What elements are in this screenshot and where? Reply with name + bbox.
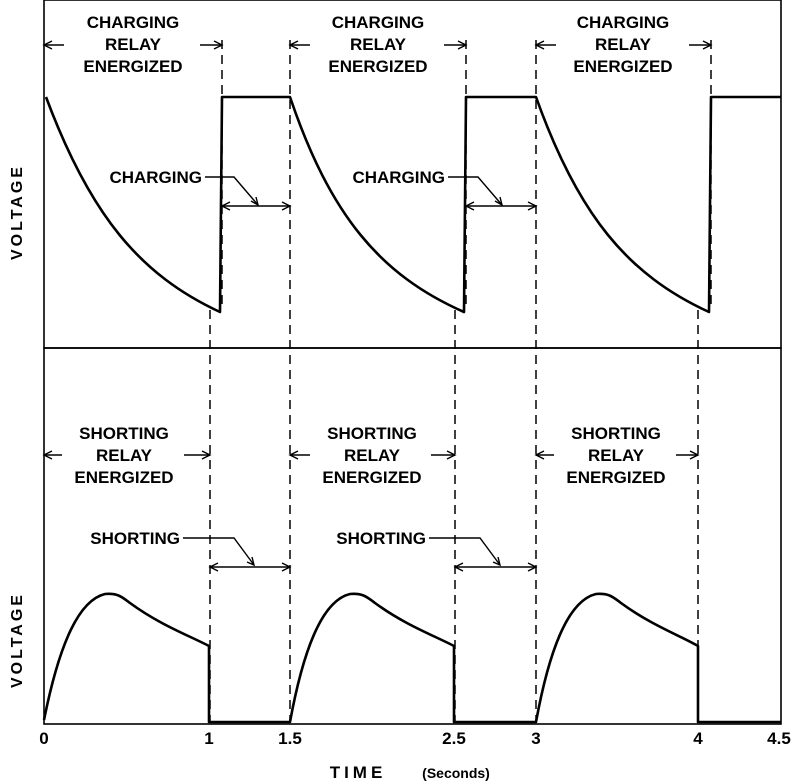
dashed-guide-lines (209, 40, 712, 722)
x-tick-2: 1.5 (278, 729, 302, 748)
charging-relay-label-3-line3: ENERGIZED (573, 57, 672, 76)
shorting-relay-label-1-line2: RELAY (96, 446, 153, 465)
bottom-panel-frame (43, 347, 782, 725)
x-axis-title: TIME (330, 763, 387, 782)
x-tick-3: 2.5 (442, 729, 466, 748)
charging-relay-label-3-line2: RELAY (595, 35, 652, 54)
charging-interval-arrows (205, 176, 538, 211)
charging-interval-label-2: CHARGING (352, 168, 445, 187)
shorting-relay-label-3-line1: SHORTING (571, 424, 661, 443)
y-axis-label-bottom: VOLTAGE (9, 592, 26, 688)
shorting-interval-label-2: SHORTING (336, 529, 426, 548)
charging-relay-label-2-line2: RELAY (350, 35, 407, 54)
x-tick-1: 1 (204, 729, 213, 748)
shorting-interval-arrows (183, 537, 538, 572)
charging-relay-arrows (42, 40, 713, 50)
x-tick-0: 0 (39, 729, 48, 748)
x-axis-unit: (Seconds) (422, 765, 490, 781)
shorting-relay-label-3-line3: ENERGIZED (566, 468, 665, 487)
shorting-voltage-waveform (42, 592, 781, 724)
shorting-relay-label-2-line2: RELAY (344, 446, 401, 465)
shorting-relay-arrows (42, 450, 700, 460)
shorting-relay-label-2-line3: ENERGIZED (322, 468, 421, 487)
charging-relay-label-2-line1: CHARGING (332, 13, 425, 32)
charging-voltage-waveform (44, 95, 781, 314)
charging-relay-label-3-line1: CHARGING (577, 13, 670, 32)
x-tick-5: 4 (693, 729, 703, 748)
charging-relay-label-1-line2: RELAY (105, 35, 162, 54)
charging-relay-label-1-line3: ENERGIZED (83, 57, 182, 76)
x-tick-4: 3 (531, 729, 540, 748)
charging-relay-label-1-line1: CHARGING (87, 13, 180, 32)
shorting-relay-label-1-line3: ENERGIZED (74, 468, 173, 487)
shorting-relay-label-1-line1: SHORTING (79, 424, 169, 443)
charging-interval-label-1: CHARGING (109, 168, 202, 187)
y-axis-label-top: VOLTAGE (9, 164, 26, 260)
shorting-interval-label-1: SHORTING (90, 529, 180, 548)
x-tick-6: 4.5 (767, 729, 791, 748)
shorting-relay-label-3-line2: RELAY (588, 446, 645, 465)
charging-relay-label-2-line3: ENERGIZED (328, 57, 427, 76)
shorting-relay-label-2-line1: SHORTING (327, 424, 417, 443)
